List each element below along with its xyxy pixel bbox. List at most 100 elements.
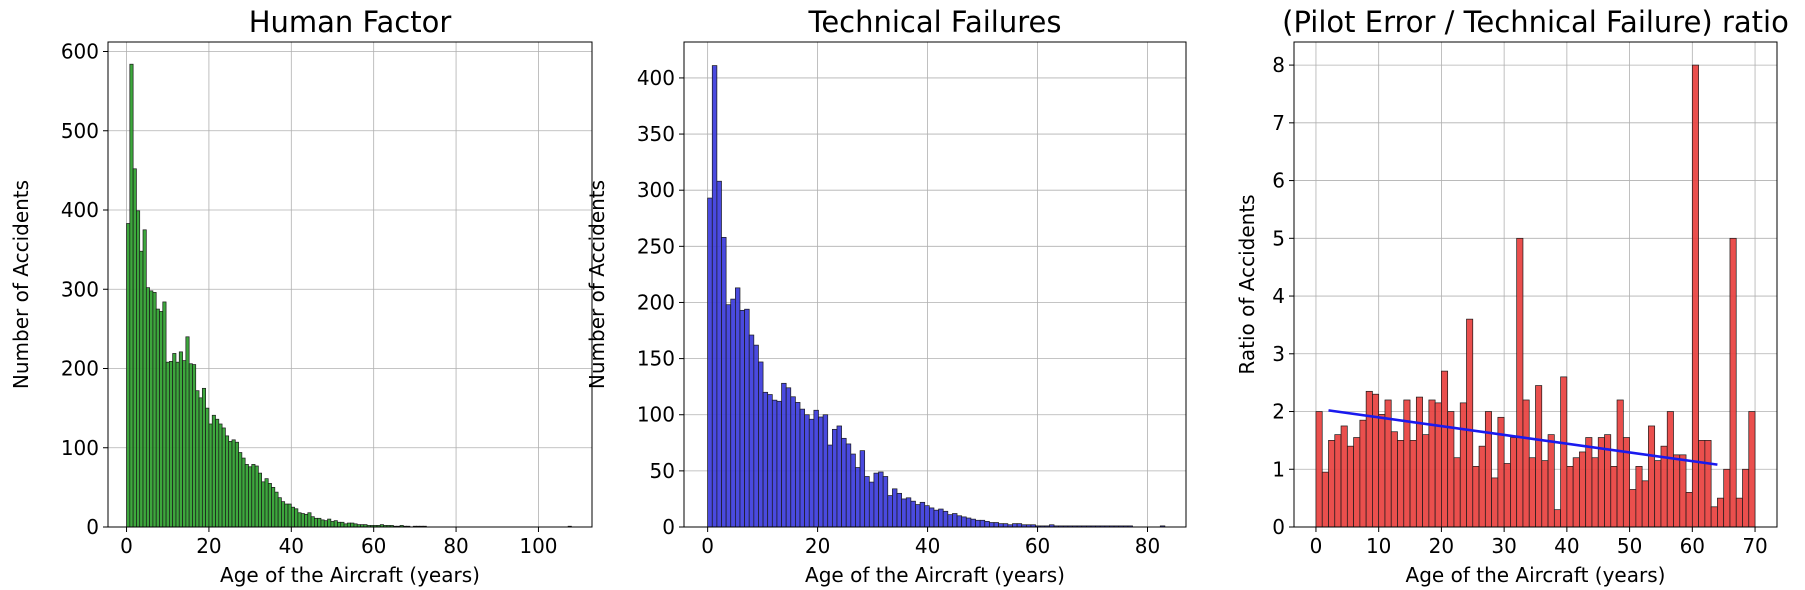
y-tick-label: 600	[61, 40, 99, 64]
bar	[919, 501, 926, 528]
y-tick-label: 7	[1272, 111, 1285, 135]
bar	[790, 396, 796, 528]
bar	[905, 497, 912, 528]
bar	[961, 516, 967, 528]
bar	[1723, 468, 1731, 528]
bar	[730, 298, 736, 528]
bar	[1491, 477, 1499, 528]
y-tick-label: 300	[637, 178, 675, 202]
bar	[175, 361, 180, 528]
bar	[1353, 437, 1361, 528]
bar	[1365, 390, 1373, 528]
bar	[314, 517, 319, 528]
bar	[711, 65, 718, 528]
y-axis-label: Number of Accidents	[9, 180, 33, 389]
bar	[290, 506, 295, 528]
bar	[188, 363, 193, 528]
bar	[277, 497, 282, 528]
bar	[1673, 454, 1681, 528]
bar	[182, 360, 187, 528]
bar	[297, 512, 302, 528]
bar	[989, 522, 995, 528]
bar	[152, 292, 157, 528]
bar	[864, 476, 870, 528]
bar	[205, 407, 210, 528]
bar	[251, 464, 256, 528]
bar	[758, 361, 764, 528]
y-tick-label: 6	[1272, 169, 1285, 193]
bar	[776, 400, 782, 528]
bar	[1334, 434, 1342, 528]
bar	[813, 409, 819, 528]
bar	[215, 418, 220, 528]
bar	[878, 471, 884, 528]
bar	[1428, 399, 1436, 528]
bar	[938, 508, 944, 528]
bar	[244, 464, 249, 528]
bar	[975, 519, 981, 528]
bar	[139, 250, 144, 528]
bar	[1597, 437, 1605, 528]
bar	[716, 180, 722, 528]
bar	[304, 513, 309, 528]
bar	[136, 210, 141, 528]
bar	[1359, 419, 1367, 528]
bar	[248, 466, 253, 528]
bar	[868, 481, 875, 528]
bar	[827, 444, 833, 528]
bar	[1340, 425, 1348, 528]
bar	[818, 416, 824, 528]
bar	[1466, 318, 1474, 528]
bar	[281, 501, 286, 528]
bar	[1503, 463, 1511, 528]
bar	[952, 513, 958, 528]
bar	[1328, 440, 1336, 528]
x-tick-label: 100	[519, 534, 557, 558]
bar	[1541, 460, 1549, 528]
bar	[149, 290, 154, 528]
bar	[1729, 237, 1737, 528]
y-tick-label: 1	[1272, 457, 1285, 481]
bar	[1685, 492, 1693, 528]
subplot-technical-failures: 0 20 40 60 80 0 50 100 150 200 250 300 350 400 Technic…	[585, 5, 1187, 587]
bar	[892, 488, 898, 528]
bar	[1409, 440, 1417, 528]
bar	[1403, 399, 1411, 528]
bar	[1710, 506, 1718, 528]
bar	[1735, 497, 1743, 528]
bar	[1691, 64, 1699, 528]
x-tick-label: 10	[1366, 534, 1391, 558]
bar	[238, 452, 243, 528]
bar	[231, 439, 236, 528]
bar	[271, 487, 276, 528]
bar	[1372, 393, 1380, 528]
x-tick-label: 0	[120, 534, 133, 558]
subplot-human-factor: 0 20 40 60 80 100 0 100 200 300 400 500 600 Human Fac…	[9, 5, 593, 587]
bar	[1553, 509, 1561, 528]
y-tick-label: 100	[61, 436, 99, 460]
bar	[142, 229, 147, 528]
bar	[287, 503, 292, 528]
bar	[808, 418, 815, 528]
bar	[1441, 370, 1449, 528]
x-axis-label: Age of the Aircraft (years)	[1406, 563, 1666, 587]
bar	[748, 334, 755, 528]
x-tick-label: 60	[1025, 534, 1050, 558]
bar	[126, 223, 131, 528]
bar	[984, 521, 990, 528]
x-tick-label: 20	[805, 534, 830, 558]
bar	[234, 441, 239, 528]
bar	[228, 441, 233, 528]
x-tick-label: 0	[1310, 534, 1323, 558]
plot-frame	[1293, 41, 1778, 528]
bar	[169, 361, 174, 528]
bar	[1566, 466, 1574, 528]
y-tick-label: 500	[61, 119, 99, 143]
bar	[721, 236, 727, 528]
bar	[753, 344, 759, 528]
bar	[241, 457, 246, 528]
y-tick-label: 2	[1272, 400, 1285, 424]
y-tick-label: 5	[1272, 226, 1285, 250]
bar	[225, 435, 230, 528]
bar	[1390, 431, 1398, 528]
